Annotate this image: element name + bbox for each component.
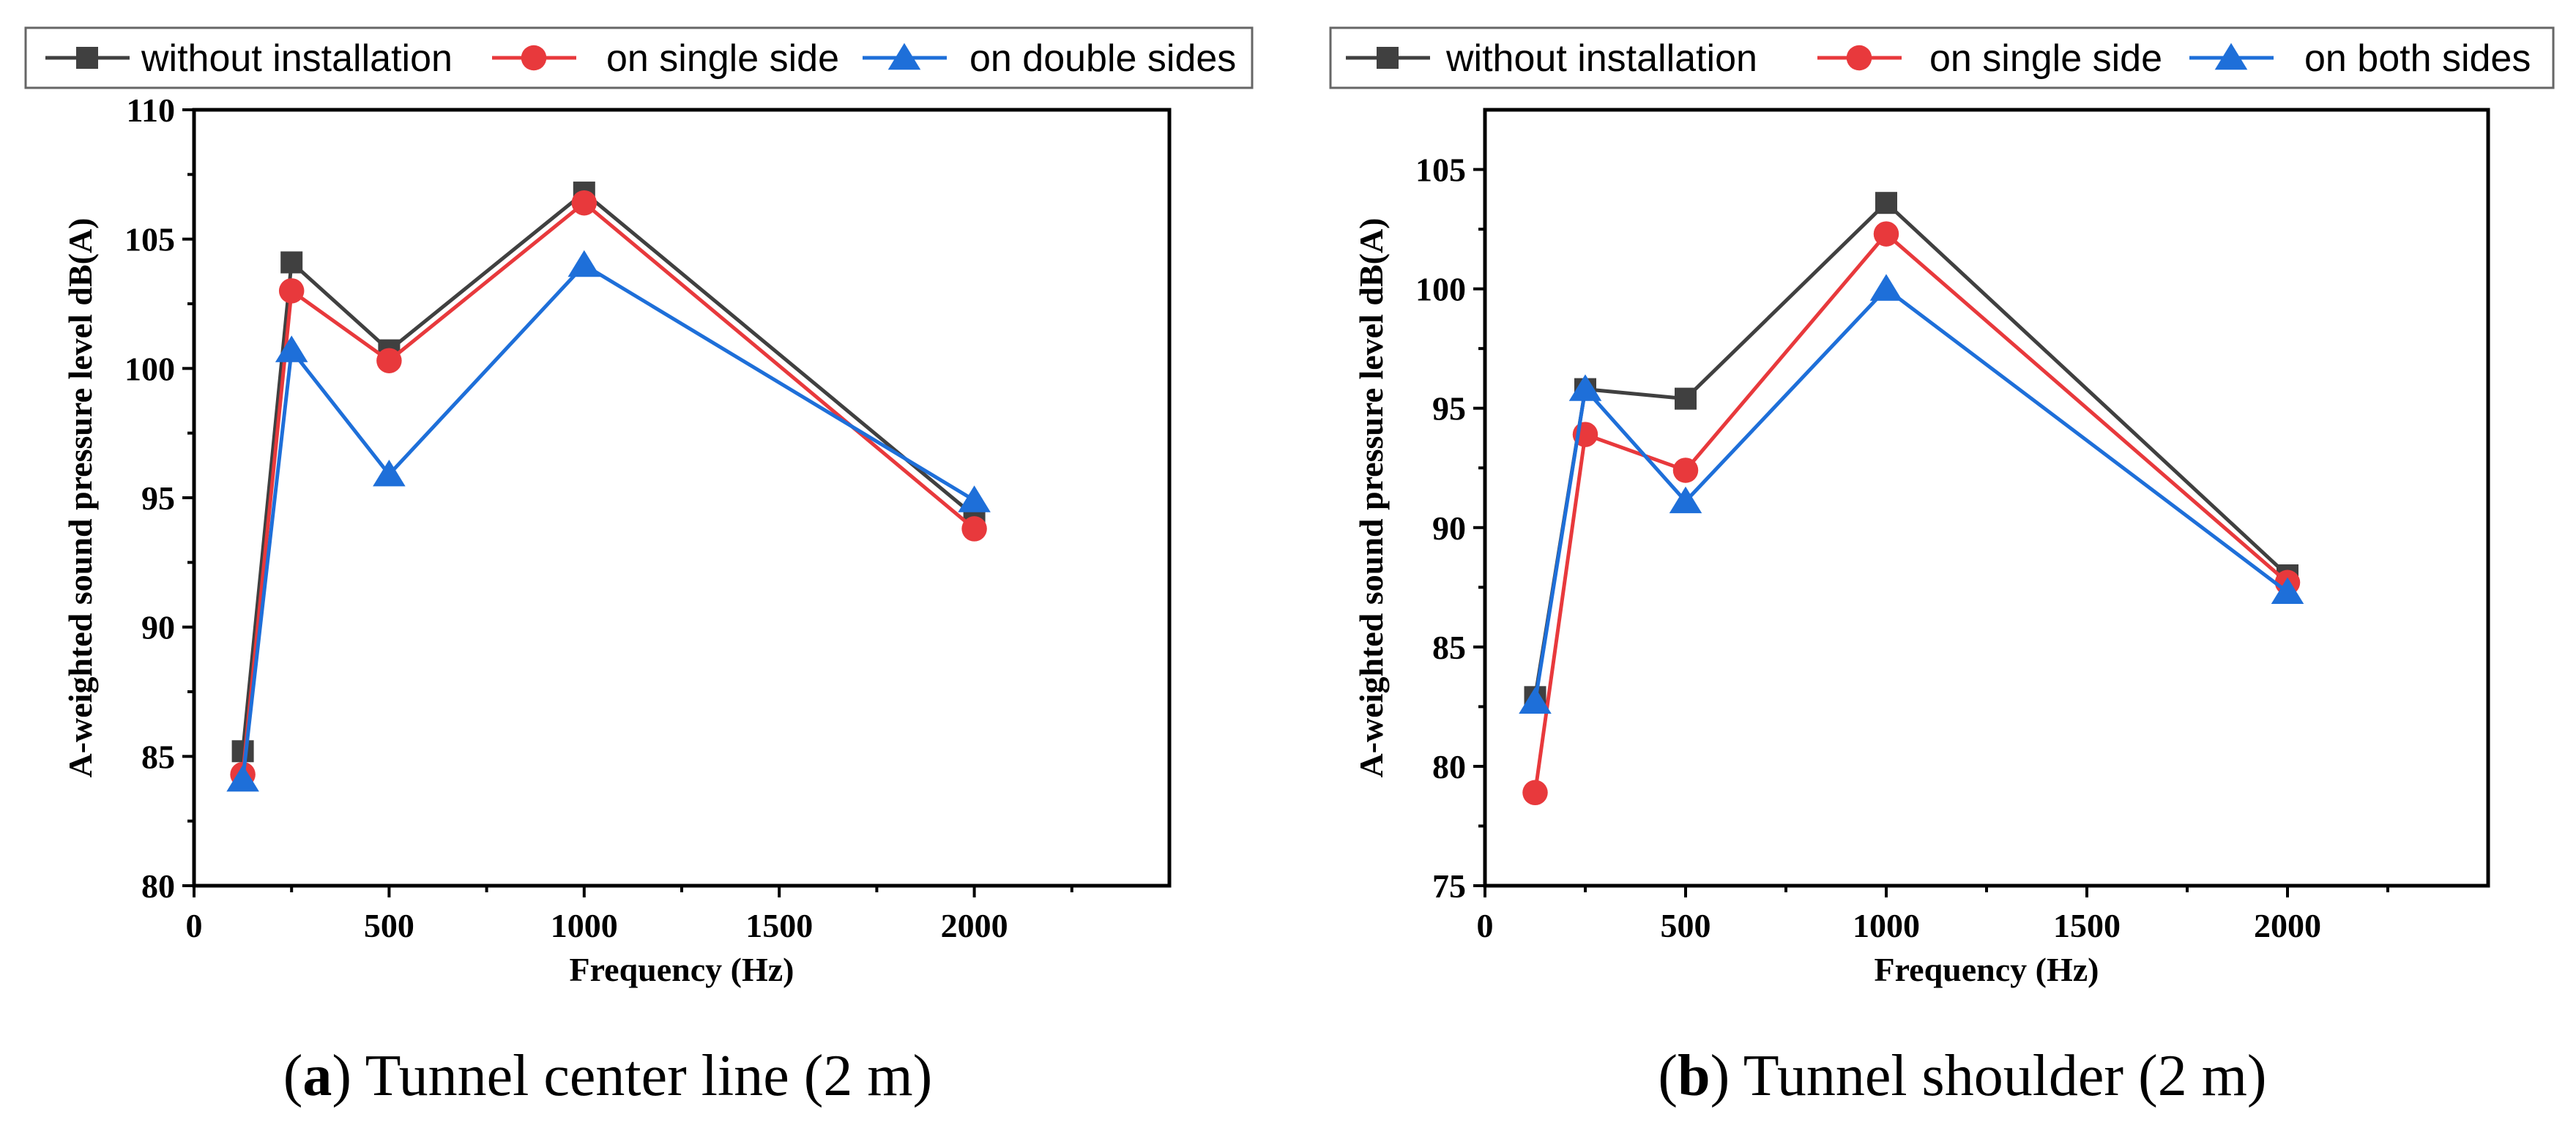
caption-letter: b bbox=[1678, 1044, 1710, 1108]
x-tick-label: 1000 bbox=[1853, 907, 1920, 944]
legend-marker bbox=[1377, 47, 1399, 69]
series-line bbox=[241, 200, 976, 775]
data-point bbox=[571, 190, 598, 216]
legend-label: on single side bbox=[606, 37, 839, 80]
series-line bbox=[241, 190, 976, 752]
series-line bbox=[1533, 286, 2289, 703]
legend-marker bbox=[887, 42, 921, 70]
legend: without installation on single side on dou… bbox=[24, 26, 1254, 89]
x-tick-label: 1500 bbox=[2053, 907, 2121, 944]
x-axis-title: Frequency (Hz) bbox=[569, 951, 794, 988]
y-axis-title: A-weighted sound pressure level dB(A) bbox=[1352, 218, 1390, 778]
data-point bbox=[373, 459, 406, 487]
legend-marker bbox=[2214, 42, 2248, 70]
plot-frame bbox=[1483, 108, 2490, 888]
data-point bbox=[226, 764, 259, 792]
caption-paren-close: ) bbox=[1710, 1044, 1743, 1108]
x-tick-label: 0 bbox=[1477, 907, 1494, 944]
data-point bbox=[1869, 274, 1903, 301]
legend-marker bbox=[521, 45, 547, 71]
y-tick-label: 90 bbox=[1432, 509, 1466, 547]
y-tick-label: 80 bbox=[1432, 748, 1466, 785]
x-axis-title: Frequency (Hz) bbox=[1874, 951, 2099, 988]
y-tick-label: 85 bbox=[141, 738, 175, 775]
y-tick-label: 90 bbox=[141, 609, 175, 646]
legend-marker bbox=[76, 47, 98, 69]
data-point bbox=[2271, 577, 2304, 605]
y-tick-label: 95 bbox=[141, 479, 175, 517]
x-tick-label: 1000 bbox=[551, 907, 618, 944]
y-axis-title: A-weighted sound pressure level dB(A) bbox=[62, 218, 99, 778]
y-tick-label: 105 bbox=[1415, 152, 1466, 189]
data-point bbox=[275, 335, 308, 362]
series-line bbox=[241, 262, 975, 780]
x-tick-label: 500 bbox=[364, 907, 414, 944]
data-point bbox=[567, 250, 601, 277]
panel-caption: (a) Tunnel center line (2 m) bbox=[283, 1044, 933, 1108]
y-tick-label: 95 bbox=[1432, 390, 1466, 427]
caption-paren-open: ( bbox=[1658, 1044, 1678, 1108]
y-tick-label: 100 bbox=[124, 350, 175, 387]
series-on-single-side bbox=[230, 190, 987, 788]
legend-label: on both sides bbox=[2304, 37, 2531, 80]
data-point bbox=[1873, 221, 1899, 247]
data-point bbox=[1568, 374, 1602, 401]
panel-b: 0 500 1000 1500 2000 75 80 85 90 95 100 105 Frequenc… bbox=[1329, 26, 2555, 1108]
legend-label: without installation bbox=[1445, 37, 1757, 80]
data-point bbox=[1675, 387, 1697, 410]
x-tick-label: 500 bbox=[1661, 907, 1711, 944]
y-tick-label: 105 bbox=[124, 221, 175, 258]
legend: without installation on single side on bot… bbox=[1329, 26, 2555, 89]
caption-text: Tunnel center line (2 m) bbox=[365, 1044, 933, 1108]
plot-frame bbox=[192, 108, 1172, 888]
legend-marker bbox=[1846, 45, 1872, 71]
legend-box bbox=[1329, 26, 2555, 89]
data-point bbox=[280, 251, 303, 274]
caption-paren-open: ( bbox=[283, 1044, 303, 1108]
data-point bbox=[961, 516, 987, 542]
caption-letter: a bbox=[302, 1044, 332, 1108]
y-tick-label: 75 bbox=[1432, 867, 1466, 905]
series-without-installation bbox=[231, 182, 986, 763]
data-point bbox=[958, 485, 991, 512]
data-point bbox=[1669, 486, 1702, 514]
y-tick-label: 80 bbox=[141, 867, 175, 905]
y-tick-label: 110 bbox=[127, 91, 175, 129]
y-tick-label: 85 bbox=[1432, 629, 1466, 666]
caption-text: Tunnel shoulder (2 m) bbox=[1743, 1044, 2267, 1108]
panel-caption: (b) Tunnel shoulder (2 m) bbox=[1658, 1044, 2266, 1108]
data-point bbox=[1522, 780, 1548, 806]
series-line bbox=[1533, 231, 2289, 793]
series-on-both-sides bbox=[1519, 274, 2304, 714]
caption-paren-close: ) bbox=[332, 1044, 365, 1108]
data-point bbox=[1519, 687, 1552, 714]
data-point bbox=[1875, 192, 1897, 214]
y-tick-label: 100 bbox=[1415, 271, 1466, 308]
series-line bbox=[1533, 200, 2289, 698]
legend-label: on double sides bbox=[969, 37, 1236, 80]
legend-label: on single side bbox=[1929, 37, 2162, 80]
x-tick-label: 2000 bbox=[941, 907, 1008, 944]
data-point bbox=[376, 348, 402, 373]
x-tick-label: 2000 bbox=[2254, 907, 2321, 944]
data-point bbox=[278, 278, 305, 304]
series-on-double-sides bbox=[226, 250, 991, 792]
x-tick-label: 1500 bbox=[745, 907, 813, 944]
legend-box bbox=[24, 26, 1254, 89]
legend-label: without installation bbox=[141, 37, 453, 80]
x-tick-label: 0 bbox=[186, 907, 203, 944]
panel-a: 0 500 1000 1500 2000 80 85 90 95 100 105 110 Frequen… bbox=[24, 26, 1254, 1108]
data-point bbox=[1672, 457, 1699, 483]
